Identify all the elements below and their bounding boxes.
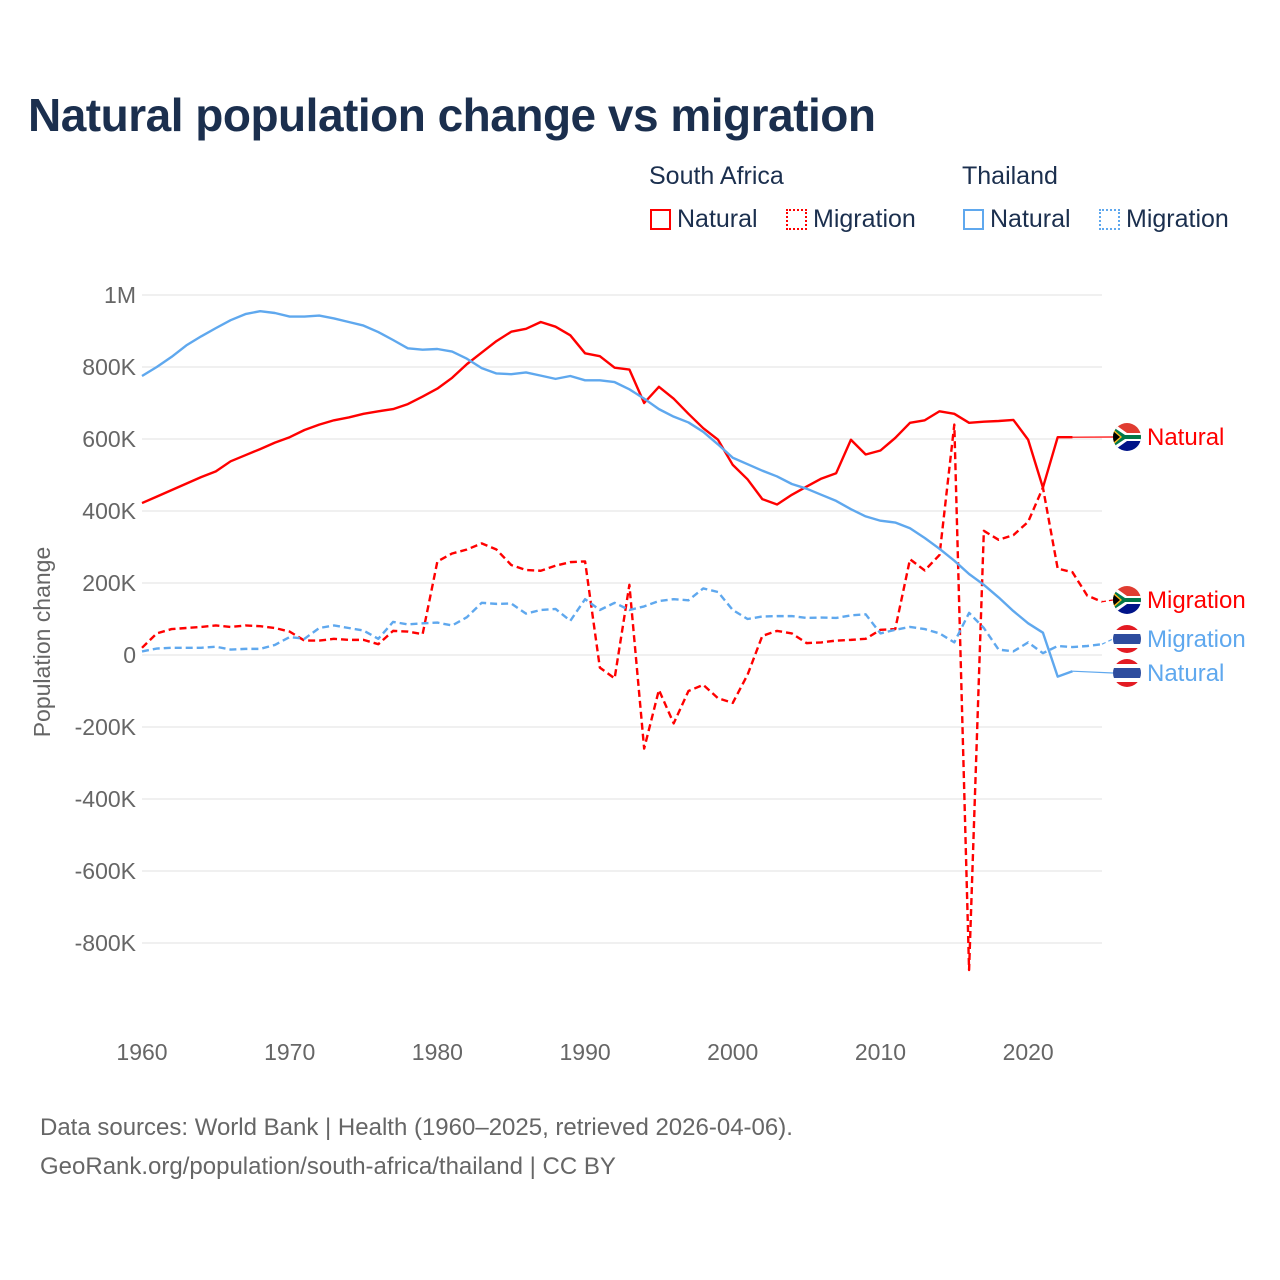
series-line-south-africa-migration xyxy=(141,423,1103,972)
chart-title: Natural population change vs migration xyxy=(28,89,876,141)
x-tick-label: 1970 xyxy=(264,1039,315,1065)
y-tick-label: 600K xyxy=(82,426,136,452)
thailand-flag-icon xyxy=(1113,659,1141,687)
y-tick-label: 200K xyxy=(82,570,136,596)
legend-item-sa-migration[interactable]: Migration xyxy=(786,205,916,234)
x-axis-ticks: 1960 1970 1980 1990 2000 2010 2020 xyxy=(116,1039,1053,1065)
y-tick-label: -400K xyxy=(75,786,137,812)
end-label: Migration xyxy=(1147,626,1246,653)
legend-label: Natural xyxy=(677,205,758,233)
series-line-thailand-natural xyxy=(141,310,1073,678)
legend-group-south-africa: South Africa xyxy=(649,162,784,190)
y-tick-label: -800K xyxy=(75,930,137,956)
series-line-thailand-migration xyxy=(141,587,1103,655)
end-label: Natural xyxy=(1147,424,1224,451)
y-axis-label: Population change xyxy=(29,547,55,738)
x-tick-label: 2020 xyxy=(1003,1039,1054,1065)
south-africa-flag-icon xyxy=(1113,423,1141,451)
end-label: Natural xyxy=(1147,660,1224,687)
y-tick-label: 400K xyxy=(82,498,136,524)
y-tick-label: -200K xyxy=(75,714,137,740)
grid-lines xyxy=(142,294,1102,944)
legend-swatch-dotted xyxy=(786,209,807,230)
footer: Data sources: World Bank | Health (1960–… xyxy=(40,1108,793,1186)
x-tick-label: 2010 xyxy=(855,1039,906,1065)
series-line-south-africa-natural xyxy=(141,320,1073,506)
line-chart: 1M800K600K400K200K0-200K-400K-600K-800K … xyxy=(29,282,1246,1065)
leader-line xyxy=(1101,599,1114,603)
leader-line xyxy=(1072,670,1114,674)
end-labels: Natural Migration Migration Natural xyxy=(1072,423,1246,687)
source-link[interactable]: GeoRank.org/population/south-africa/thai… xyxy=(40,1153,616,1180)
x-tick-label: 1980 xyxy=(412,1039,463,1065)
y-tick-label: 800K xyxy=(82,354,136,380)
y-tick-label: 0 xyxy=(123,642,136,668)
x-tick-label: 1990 xyxy=(559,1039,610,1065)
legend-item-th-migration[interactable]: Migration xyxy=(1099,205,1229,234)
x-tick-label: 2000 xyxy=(707,1039,758,1065)
end-label: Migration xyxy=(1147,587,1246,614)
legend-label: Natural xyxy=(990,205,1071,233)
y-axis-ticks: 1M 800K 600K 400K 200K 0 -200K -400K -600K -800K xyxy=(75,282,137,956)
legend-item-th-natural[interactable]: Natural xyxy=(963,205,1071,234)
south-africa-flag-icon xyxy=(1113,586,1141,614)
y-tick-label: -600K xyxy=(75,858,137,884)
legend-group-thailand: Thailand xyxy=(962,162,1058,190)
leader-line xyxy=(1101,638,1114,645)
series-lines xyxy=(141,310,1103,972)
legend-swatch-solid xyxy=(650,209,671,230)
thailand-flag-icon xyxy=(1113,625,1141,653)
legend-label: Migration xyxy=(813,205,916,233)
data-source: Data sources: World Bank | Health (1960–… xyxy=(40,1114,793,1141)
x-tick-label: 1960 xyxy=(116,1039,167,1065)
legend-label: Migration xyxy=(1126,205,1229,233)
legend-swatch-solid xyxy=(963,209,984,230)
legend-item-sa-natural[interactable]: Natural xyxy=(650,205,758,234)
legend-swatch-dotted xyxy=(1099,209,1120,230)
y-tick-label: 1M xyxy=(104,282,136,308)
